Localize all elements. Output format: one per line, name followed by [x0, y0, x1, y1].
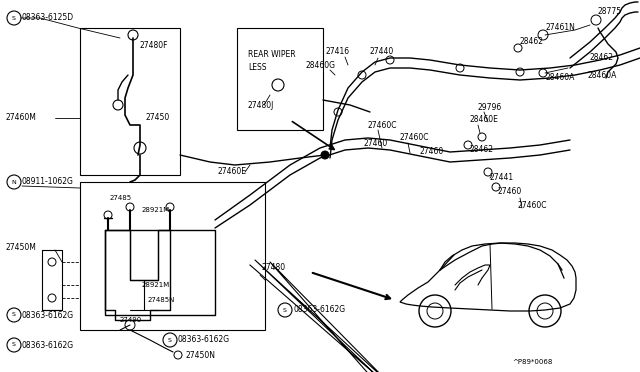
- Text: REAR WIPER: REAR WIPER: [248, 50, 296, 59]
- Circle shape: [321, 151, 329, 159]
- Text: 28775: 28775: [598, 7, 622, 16]
- Text: 08363-6125D: 08363-6125D: [22, 13, 74, 22]
- Text: 08363-6162G: 08363-6162G: [22, 311, 74, 320]
- Text: 27441: 27441: [490, 173, 514, 183]
- Text: 28921M: 28921M: [142, 207, 170, 213]
- Text: 28462: 28462: [520, 38, 544, 46]
- Text: 27480J: 27480J: [248, 100, 275, 109]
- Text: 27460C: 27460C: [400, 134, 429, 142]
- Text: LESS: LESS: [248, 63, 266, 72]
- Text: 08363-6162G: 08363-6162G: [294, 305, 346, 314]
- Text: 27460: 27460: [363, 138, 387, 148]
- Text: 27480F: 27480F: [140, 41, 168, 49]
- Text: S: S: [168, 337, 172, 343]
- Text: N: N: [12, 180, 17, 185]
- Text: 27485N: 27485N: [148, 297, 175, 303]
- Text: 27416: 27416: [325, 48, 349, 57]
- Text: 27460E: 27460E: [218, 167, 247, 176]
- Text: 27485: 27485: [110, 195, 132, 201]
- Text: 28921M: 28921M: [142, 282, 170, 288]
- Text: S: S: [12, 16, 16, 20]
- Text: 27460C: 27460C: [518, 201, 547, 209]
- Text: 28462: 28462: [590, 54, 614, 62]
- Bar: [80, 182, 265, 330]
- Text: 27440: 27440: [370, 48, 394, 57]
- Text: 27461N: 27461N: [545, 23, 575, 32]
- Text: 28460A: 28460A: [545, 74, 574, 83]
- Text: 27460: 27460: [498, 187, 522, 196]
- Text: 27450: 27450: [145, 113, 169, 122]
- Text: 27460: 27460: [420, 148, 444, 157]
- Text: 28462: 28462: [470, 145, 494, 154]
- Text: S: S: [283, 308, 287, 312]
- Text: 08363-6162G: 08363-6162G: [178, 336, 230, 344]
- Text: 08911-1062G: 08911-1062G: [22, 177, 74, 186]
- Text: S: S: [12, 312, 16, 317]
- Text: 28460A: 28460A: [588, 71, 618, 80]
- Text: 27480: 27480: [262, 263, 286, 273]
- Text: ^P89*0068: ^P89*0068: [512, 359, 552, 365]
- Text: 27490: 27490: [120, 317, 142, 323]
- Text: S: S: [12, 343, 16, 347]
- Bar: [237, 28, 323, 130]
- Text: 28460G: 28460G: [305, 61, 335, 70]
- Text: 27450M: 27450M: [5, 244, 36, 253]
- Text: 08363-6162G: 08363-6162G: [22, 340, 74, 350]
- Bar: [80, 28, 180, 175]
- Text: 27460C: 27460C: [368, 121, 397, 129]
- Text: 28460E: 28460E: [470, 115, 499, 125]
- Text: 29796: 29796: [478, 103, 502, 112]
- Text: 27460M: 27460M: [5, 113, 36, 122]
- Text: 27450N: 27450N: [185, 350, 215, 359]
